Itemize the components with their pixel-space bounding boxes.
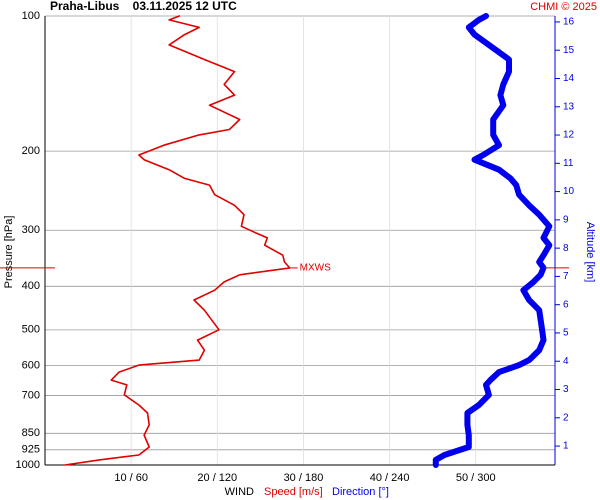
y2-tick-label: 12 <box>563 130 575 141</box>
y-tick-label: 400 <box>22 280 40 292</box>
x-tick-label: 10 / 60 <box>114 472 148 484</box>
chart-title: Praha-Libus 03.11.2025 12 UTC <box>50 0 237 13</box>
y2-tick-label: 3 <box>563 384 569 395</box>
y-tick-label: 700 <box>22 389 40 401</box>
y2-tick-label: 10 <box>563 186 575 197</box>
credit: CHMI © 2025 <box>530 1 597 13</box>
y-tick-label: 850 <box>22 427 40 439</box>
y2-tick-label: 5 <box>563 328 569 339</box>
y-tick-label: 500 <box>22 324 40 336</box>
y2-tick-label: 11 <box>563 158 574 169</box>
x-tick-label: 30 / 180 <box>284 472 324 484</box>
annotation: MXWS <box>300 263 331 274</box>
y2-axis-label: Altitude [km] <box>584 222 596 283</box>
y-axis-label: Pressure [hPa] <box>3 216 15 289</box>
y2-tick-label: 13 <box>563 101 575 112</box>
y-tick-label: 100 <box>22 10 40 22</box>
x-tick-label: 50 / 300 <box>456 472 496 484</box>
y2-tick-label: 16 <box>563 17 575 28</box>
y-tick-label: 1000 <box>16 459 40 471</box>
y-tick-label: 925 <box>22 444 40 456</box>
speed-line <box>64 15 291 466</box>
x-tick-label: 20 / 120 <box>197 472 237 484</box>
x-axis-label: WIND <box>225 486 254 498</box>
y-tick-label: 300 <box>22 224 40 236</box>
y2-tick-label: 8 <box>563 243 569 254</box>
y2-tick-label: 2 <box>563 412 569 423</box>
direction-line <box>432 13 553 468</box>
legend-direction: Direction [°] <box>332 486 389 498</box>
y2-tick-label: 4 <box>563 356 569 367</box>
y2-tick-label: 6 <box>563 299 569 310</box>
y-tick-label: 600 <box>22 359 40 371</box>
legend-speed: Speed [m/s] <box>264 486 323 498</box>
y2-tick-label: 9 <box>563 215 569 226</box>
y-tick-label: 200 <box>22 145 40 157</box>
y2-tick-label: 1 <box>563 441 569 452</box>
y2-tick-label: 7 <box>563 271 569 282</box>
y2-tick-label: 15 <box>563 45 575 56</box>
y2-tick-label: 14 <box>563 73 575 84</box>
x-tick-label: 40 / 240 <box>370 472 410 484</box>
